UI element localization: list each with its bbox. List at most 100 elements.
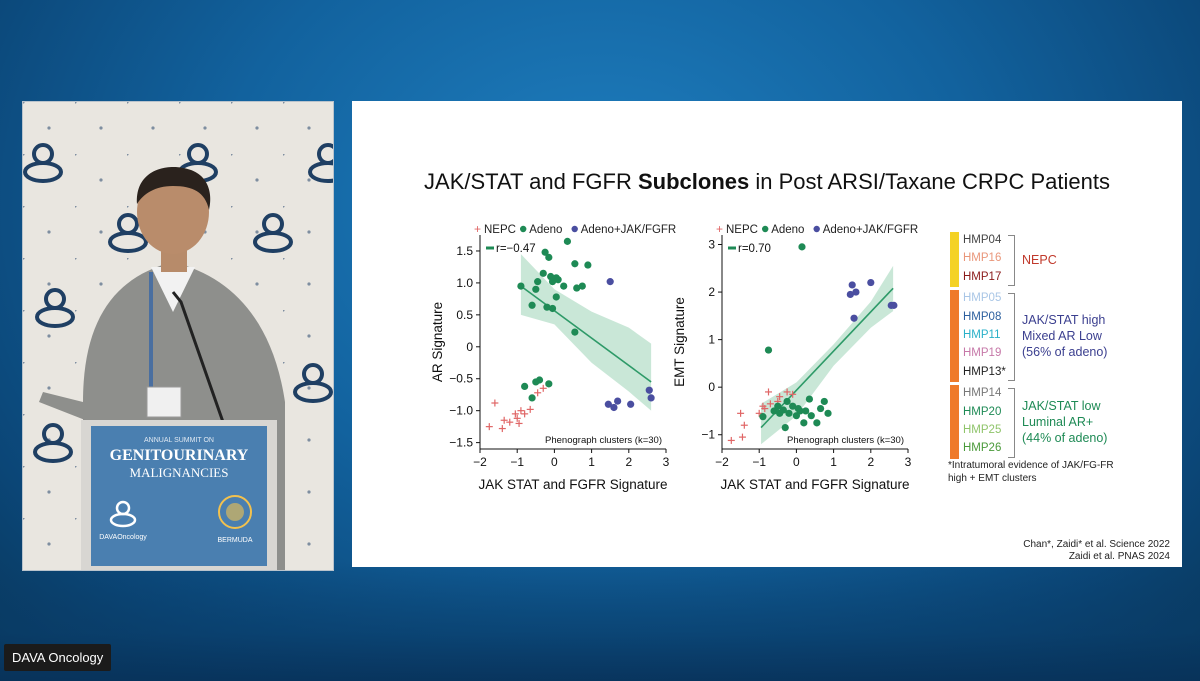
chart2-point-adeno [783, 397, 791, 406]
chart1-point-adeno [541, 248, 549, 256]
chart1-point-adeno [573, 284, 581, 292]
chart1-point-adeno [560, 282, 568, 290]
chart1-point-adeno [521, 382, 529, 390]
chart1-y-tick-label: −1.0 [449, 404, 473, 418]
chart2-point-adeno [759, 413, 767, 421]
chart1-legend-marker-adeno [520, 225, 527, 233]
chart2-point-nepc [727, 436, 735, 444]
hmp-label: HMP20 [963, 405, 1002, 418]
chart1-point-nepc [517, 407, 525, 415]
chart1-point-adeno [545, 253, 553, 261]
chart2-point-adeno [764, 346, 773, 354]
slide-title-post: in Post ARSI/Taxane CRPC Patients [749, 169, 1110, 194]
chart1-point-nepc [500, 416, 508, 424]
cluster-label-line: JAK/STAT high [1022, 313, 1106, 328]
chart1-point-nepc [498, 425, 506, 433]
chart1-legend-label: NEPC [484, 224, 516, 236]
chart1-point-adeno-jak-fgfr [645, 386, 653, 394]
cluster-label-line: JAK/STAT low [1022, 399, 1101, 413]
chart2-point-adeno [774, 402, 782, 410]
chart1-point-adeno-jak-fgfr [610, 403, 618, 412]
chart1-x-tick-label: −2 [473, 455, 487, 469]
chart1-point-adeno [543, 303, 551, 311]
cluster-label-line: (44% of adeno) [1022, 431, 1108, 445]
hmp-label: HMP19 [963, 347, 1002, 360]
chart2-point-adeno [802, 407, 810, 415]
chart1-confidence-band [520, 254, 652, 411]
chart1-legend-marker-nepc: + [474, 222, 481, 236]
chart1-correlation-label: r=−0.47 [496, 243, 536, 255]
chart2-point-nepc [776, 393, 784, 401]
chart2-x-tick-label: −2 [715, 455, 729, 469]
chart1-point-adeno-jak-fgfr [606, 278, 614, 286]
chart2-point-adeno [824, 409, 832, 417]
chart2-point-adeno-jak-fgfr [850, 314, 858, 322]
chart2-y-axis-label: EMT Signature [672, 297, 687, 387]
hmp-label: HMP05 [963, 292, 1002, 305]
hmp-label: HMP25 [963, 424, 1002, 436]
chart2-y-tick-label: 3 [708, 238, 715, 252]
chart2-point-nepc [766, 400, 774, 408]
chart2-point-nepc [765, 388, 772, 396]
chart2-regression-line [760, 287, 894, 429]
chart1-legend-label: Adeno+JAK/FGFR [581, 224, 677, 236]
chart2-point-nepc [740, 421, 748, 429]
slide-title-pre: JAK/STAT and FGFR [424, 169, 638, 194]
chart2-point-nepc [783, 388, 791, 396]
chart2-point-adeno-jak-fgfr [890, 301, 898, 309]
chart2-x-tick-label: 0 [793, 455, 800, 469]
chart2-y-tick-label: 0 [708, 380, 715, 394]
chart2-point-nepc [738, 433, 746, 441]
backdrop-logos [23, 143, 333, 463]
cluster-label-line: Luminal AR+ [1022, 415, 1094, 429]
chart1-point-adeno [571, 260, 579, 268]
chart1-point-adeno-jak-fgfr [604, 400, 612, 408]
chart1-point-adeno [584, 261, 592, 269]
citation-line-1: Chan*, Zaidi* et al. Science 2022 [1023, 539, 1170, 550]
hmp-label: HMP26 [963, 442, 1002, 455]
chart1-point-adeno [578, 282, 586, 290]
chart1-y-tick-label: 0 [466, 340, 473, 354]
chart2-x-tick-label: 3 [905, 455, 912, 469]
chart2-legend-label: NEPC [726, 224, 758, 236]
chart1-point-adeno [528, 301, 536, 309]
hmp-label: HMP17 [963, 270, 1002, 283]
chart2-y-tick-label: 1 [708, 333, 715, 347]
hmp-label: HMP14 [963, 387, 1002, 400]
chart2-legend-label: Adeno+JAK/FGFR [823, 224, 919, 236]
podium-line2: GENITOURINARY [110, 447, 249, 464]
chart2-point-adeno-jak-fgfr [852, 288, 860, 296]
chart2-point-adeno-jak-fgfr [848, 281, 856, 289]
chart1-y-tick-label: 1.0 [456, 276, 473, 290]
chart1-x-axis-label: JAK STAT and FGFR Signature [478, 477, 667, 492]
chart2-correlation-label: r=0.70 [738, 243, 771, 255]
chart1-point-nepc [491, 399, 499, 407]
chart2-point-adeno [813, 419, 821, 427]
cluster-label-line: (56% of adeno) [1022, 345, 1108, 360]
chart2-point-adeno [779, 406, 787, 414]
chart1-x-tick-label: 0 [551, 455, 558, 469]
cluster-bracket [1008, 235, 1015, 287]
chart1-point-adeno [528, 394, 536, 402]
chart2-x-tick-label: −1 [752, 455, 766, 469]
hmp-label: HMP08 [963, 310, 1002, 323]
chart2-legend-marker-nepc: + [716, 222, 723, 236]
chart1-point-adeno [535, 376, 544, 384]
slide-title-bold: Subclones [637, 169, 750, 194]
chart1-point-adeno [554, 276, 562, 284]
hmp-label: HMP04 [963, 234, 1002, 246]
chart1-point-nepc [511, 410, 519, 418]
chart2-point-adeno [820, 397, 828, 406]
chart2-point-adeno [785, 409, 793, 417]
chart1-point-adeno [539, 269, 547, 277]
chart1-x-tick-label: −1 [510, 455, 524, 469]
cluster-bar [950, 290, 959, 383]
channel-watermark: DAVA Oncology [4, 644, 112, 671]
chart2-legend-marker-adeno-jak-fgfr [813, 225, 820, 233]
hmp-label: HMP13* [963, 365, 1006, 378]
chart1-point-nepc [534, 389, 542, 397]
chart1-point-adeno [571, 328, 579, 336]
chart1-point-adeno [563, 237, 572, 245]
cluster-label: JAK/STAT high Mixed AR Low (56% of adeno) [1022, 312, 1107, 360]
